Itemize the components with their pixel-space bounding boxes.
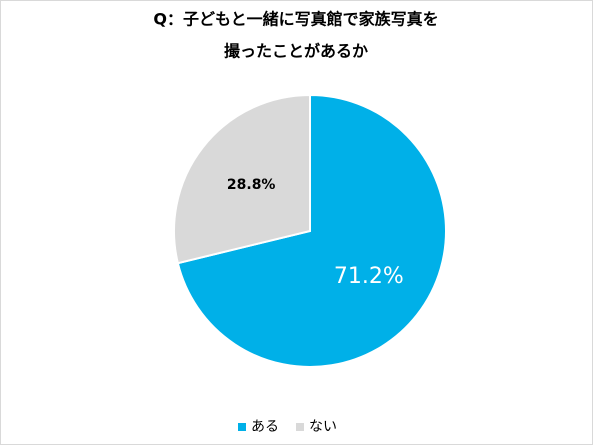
chart-title: 撮ったことがあるか <box>224 42 368 61</box>
chart-title: Q：子どもと一緒に写真館で家族写真を <box>153 10 438 29</box>
pie-slice <box>176 93 447 368</box>
data-label: 28.8% <box>227 177 276 193</box>
legend-label: ある <box>251 419 279 435</box>
data-label: 71.2% <box>334 264 404 289</box>
pie-slice <box>173 93 311 265</box>
legend-swatch <box>296 423 304 431</box>
legend-swatch <box>238 423 246 431</box>
legend-label: ない <box>309 419 337 435</box>
